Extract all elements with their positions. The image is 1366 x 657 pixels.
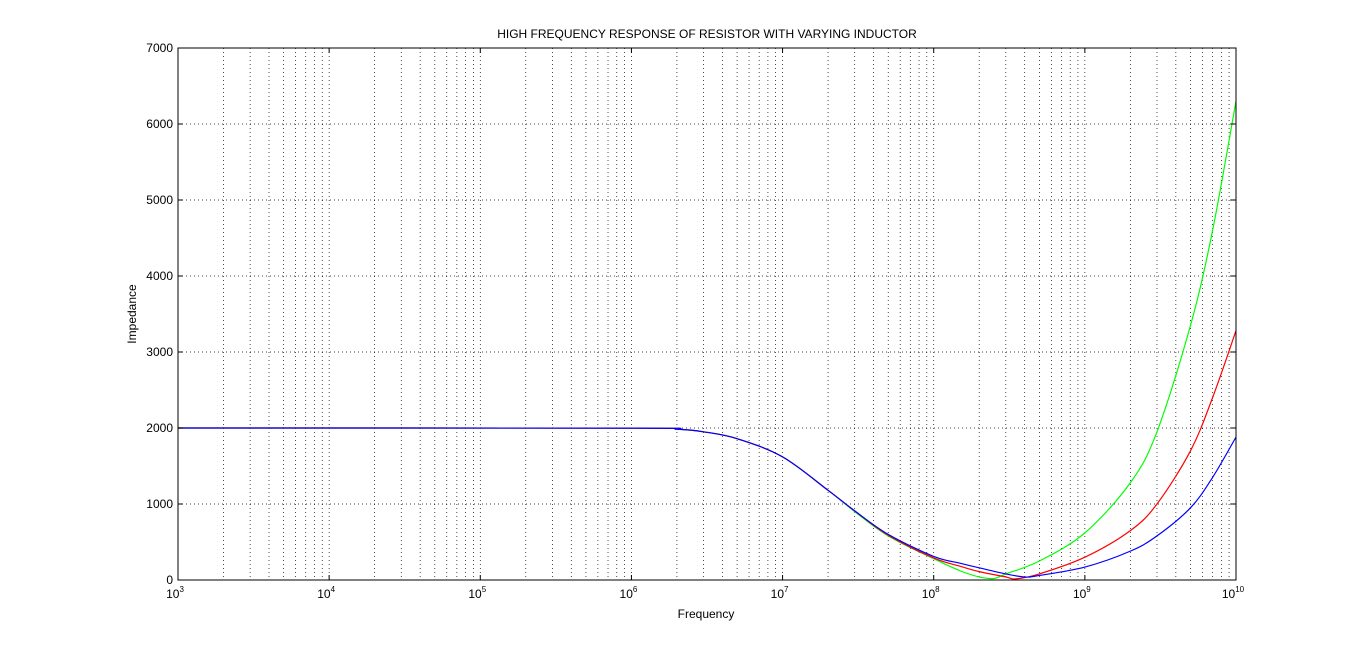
tick-layer: 0 1000 2000 3000 4000 5000 6000 7000 103 104 105 10…	[146, 41, 1244, 601]
x-axis-label: Frequency	[678, 607, 735, 621]
x-tick-label: 105	[468, 585, 486, 601]
x-tick-label: 106	[620, 585, 638, 601]
y-tick-label: 7000	[146, 41, 173, 55]
y-tick-label: 3000	[146, 345, 173, 359]
series-line-3	[177, 427, 1237, 578]
y-tick-label: 4000	[146, 269, 173, 283]
chart-title: HIGH FREQUENCY RESPONSE OF RESISTOR WITH…	[497, 27, 917, 41]
x-tick-label: 108	[922, 585, 940, 601]
y-tick-label: 5000	[146, 193, 173, 207]
x-tick-label: 103	[166, 585, 184, 601]
x-tick-label: 109	[1073, 585, 1091, 601]
x-tick-label: 104	[317, 585, 335, 601]
grid-layer	[178, 48, 1236, 580]
y-tick-label: 0	[166, 573, 173, 587]
y-tick-label: 6000	[146, 117, 173, 131]
plot-frame	[177, 47, 1237, 581]
series-line-2	[177, 330, 1237, 580]
y-axis-label: Impedance	[125, 284, 139, 344]
series-layer	[177, 101, 1237, 580]
series-line-1	[177, 101, 1237, 580]
y-tick-label: 2000	[146, 421, 173, 435]
x-tick-label: 1010	[1222, 585, 1245, 601]
y-tick-label: 1000	[146, 497, 173, 511]
x-tick-label: 107	[771, 585, 789, 601]
